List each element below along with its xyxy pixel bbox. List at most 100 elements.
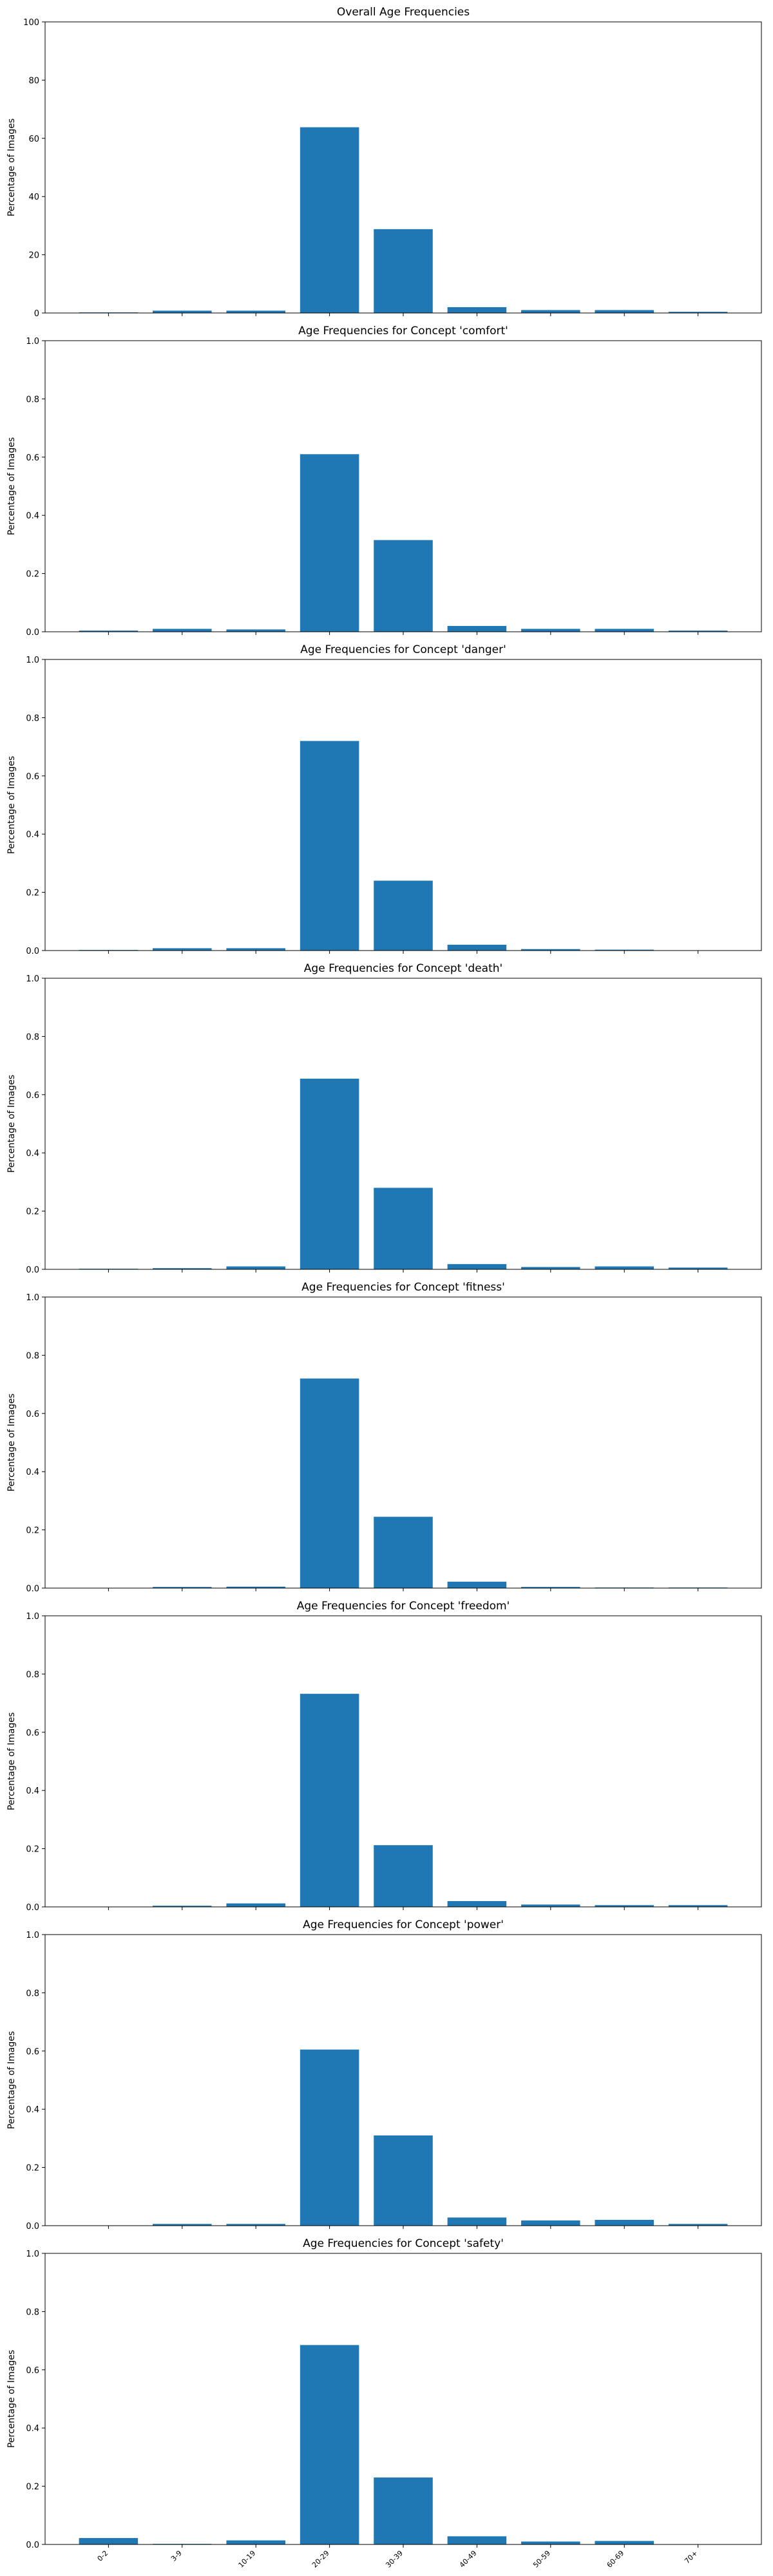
- x-tick-label: 0-2: [96, 2549, 110, 2563]
- bar: [595, 1905, 654, 1907]
- bar: [374, 1845, 433, 1907]
- chart-panel: Age Frequencies for Concept 'freedom' Per…: [6, 1600, 762, 1913]
- bar: [521, 949, 580, 951]
- bar: [300, 1694, 359, 1907]
- y-tick-label: 0.2: [26, 2164, 39, 2174]
- y-axis-label: Percentage of Images: [6, 2350, 17, 2448]
- bar: [521, 2541, 580, 2544]
- x-tick-label: 60-69: [606, 2549, 626, 2570]
- bar: [153, 948, 212, 951]
- bar: [300, 454, 359, 632]
- y-axis-label: Percentage of Images: [6, 437, 17, 535]
- y-tick-label: 1.0: [26, 2249, 39, 2259]
- y-tick-label: 20: [28, 251, 39, 261]
- bar: [300, 1078, 359, 1269]
- y-tick-label: 1.0: [26, 974, 39, 984]
- bar: [447, 625, 507, 632]
- y-tick-label: 0.0: [26, 2222, 39, 2231]
- y-tick-label: 0.0: [26, 947, 39, 956]
- bar: [226, 948, 285, 951]
- bar: [521, 2220, 580, 2226]
- bar: [374, 2135, 433, 2226]
- bar: [374, 1517, 433, 1588]
- chart-title: Age Frequencies for Concept 'safety': [303, 2237, 504, 2250]
- y-tick-label: 0.4: [26, 1149, 39, 1159]
- bar: [226, 1266, 285, 1269]
- bar: [521, 1904, 580, 1907]
- bar: [226, 310, 285, 313]
- plot-frame: [44, 978, 762, 1270]
- bar: [595, 949, 654, 951]
- bar: [447, 944, 507, 951]
- bar: [595, 1266, 654, 1269]
- bar: [153, 1268, 212, 1269]
- y-tick-label: 0.8: [26, 395, 39, 404]
- bar: [374, 540, 433, 632]
- bar: [668, 1905, 728, 1907]
- chart-title: Age Frequencies for Concept 'power': [303, 1918, 504, 1931]
- chart-title: Age Frequencies for Concept 'death': [304, 962, 502, 975]
- bar: [226, 629, 285, 632]
- bar: [447, 1900, 507, 1907]
- bar: [153, 310, 212, 313]
- y-axis-label: Percentage of Images: [6, 1075, 17, 1173]
- bar: [668, 2224, 728, 2226]
- bar: [153, 629, 212, 632]
- x-tick-label: 40-49: [458, 2549, 479, 2570]
- x-tick-label: 10-19: [237, 2549, 258, 2570]
- y-axis-label: Percentage of Images: [6, 756, 17, 854]
- chart-panel: Age Frequencies for Concept 'death' Perce…: [6, 962, 762, 1275]
- chart-title: Overall Age Frequencies: [337, 6, 470, 19]
- x-tick-label: 70+: [683, 2549, 700, 2566]
- bar: [374, 1188, 433, 1269]
- bar: [300, 1378, 359, 1588]
- y-tick-label: 1.0: [26, 656, 39, 665]
- bar: [668, 1267, 728, 1269]
- chart-title: Age Frequencies for Concept 'freedom': [297, 1600, 510, 1613]
- x-tick-label: 3-9: [169, 2549, 184, 2563]
- bar: [447, 2217, 507, 2226]
- y-tick-label: 0.0: [26, 1584, 39, 1594]
- y-tick-label: 0.2: [26, 2483, 39, 2492]
- chart-panel: Age Frequencies for Concept 'safety' Perc…: [6, 2237, 762, 2570]
- y-tick-label: 0.2: [26, 570, 39, 580]
- y-tick-label: 100: [23, 18, 39, 28]
- bar: [374, 229, 433, 313]
- y-tick-label: 60: [28, 135, 39, 144]
- bar: [521, 1587, 580, 1588]
- bar: [447, 1264, 507, 1269]
- chart-panel: Age Frequencies for Concept 'power' Perce…: [6, 1918, 762, 2231]
- bar: [153, 1587, 212, 1588]
- y-tick-label: 0.2: [26, 1845, 39, 1855]
- y-axis-label: Percentage of Images: [6, 118, 17, 216]
- chart-title: Age Frequencies for Concept 'fitness': [301, 1281, 505, 1294]
- chart-panel: Age Frequencies for Concept 'fitness' Per…: [6, 1281, 762, 1594]
- y-tick-label: 0.4: [26, 511, 39, 521]
- bar: [447, 1582, 507, 1588]
- bar: [447, 307, 507, 313]
- y-tick-label: 0.4: [26, 2424, 39, 2434]
- bar: [226, 2224, 285, 2226]
- bar: [226, 2540, 285, 2544]
- y-tick-label: 0.8: [26, 714, 39, 723]
- y-tick-label: 0.6: [26, 2047, 39, 2057]
- x-tick-label: 20-29: [310, 2549, 331, 2570]
- bar: [226, 1903, 285, 1907]
- y-tick-label: 0.2: [26, 1208, 39, 1217]
- y-tick-label: 1.0: [26, 1612, 39, 1622]
- y-tick-label: 1.0: [26, 1931, 39, 1940]
- bar: [595, 2541, 654, 2544]
- plot-frame: [44, 1615, 762, 1908]
- y-tick-label: 0.6: [26, 1728, 39, 1738]
- bar: [300, 127, 359, 313]
- y-tick-label: 0.4: [26, 2105, 39, 2115]
- y-tick-label: 0.2: [26, 1526, 39, 1536]
- x-tick-label: 50-59: [531, 2549, 552, 2570]
- bar: [300, 2345, 359, 2544]
- bar: [226, 1586, 285, 1588]
- chart-panel: Age Frequencies for Concept 'danger' Perc…: [6, 643, 762, 956]
- bar: [447, 2536, 507, 2544]
- chart-title: Age Frequencies for Concept 'comfort': [298, 325, 508, 337]
- chart-panel: Overall Age Frequencies Percentage of Ima…: [6, 6, 762, 319]
